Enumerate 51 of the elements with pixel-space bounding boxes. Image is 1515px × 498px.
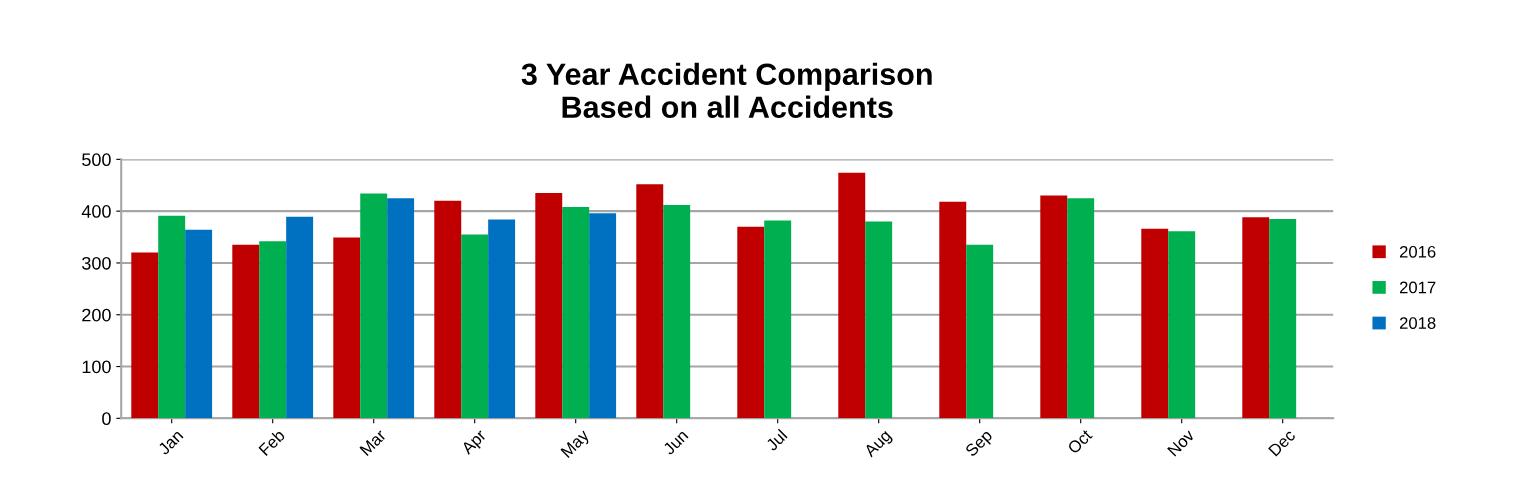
bar <box>764 220 792 419</box>
bar <box>488 219 516 419</box>
x-tick-label: May <box>560 428 593 461</box>
x-tick-label: Jan <box>157 429 184 456</box>
bar <box>1269 218 1297 419</box>
legend-label: 2017 <box>1399 281 1436 294</box>
bar <box>636 184 664 419</box>
x-tick-label: Apr <box>460 428 490 458</box>
x-tick-label: Dec <box>1268 428 1297 457</box>
bar <box>939 201 967 419</box>
bar <box>1168 231 1196 419</box>
bar <box>461 234 489 419</box>
bar <box>185 229 213 419</box>
bar <box>966 244 994 419</box>
bar <box>535 193 563 419</box>
bar <box>158 215 186 419</box>
y-tick-label: 200 <box>82 308 111 322</box>
y-tick-label: 100 <box>82 360 111 374</box>
bar <box>259 241 287 419</box>
bar <box>333 237 361 419</box>
x-tick-label: Oct <box>1066 428 1093 455</box>
bar <box>737 226 765 419</box>
bar <box>434 200 462 419</box>
bar <box>1067 198 1095 419</box>
bar <box>865 221 893 419</box>
bar <box>232 244 260 419</box>
chart-title: 3 Year Accident Comparison Based on all Accidents <box>521 62 932 118</box>
y-tick-label: 0 <box>102 412 111 426</box>
x-tick-label: Nov <box>1167 428 1196 457</box>
x-tick-label: Feb <box>258 428 286 457</box>
bar <box>1141 228 1169 419</box>
legend-label: 2016 <box>1399 245 1436 258</box>
y-tick-label: 500 <box>82 153 111 167</box>
bar <box>360 193 388 419</box>
bar <box>1242 217 1270 419</box>
y-tick-label: 300 <box>82 256 111 270</box>
x-tick-label: Sep <box>964 428 996 460</box>
legend-label: 2018 <box>1399 317 1436 329</box>
x-tick-label: Jul <box>764 428 788 452</box>
bar <box>838 172 866 419</box>
bar <box>1040 195 1068 419</box>
bar <box>387 198 415 419</box>
bar <box>131 252 159 419</box>
x-tick-label: Mar <box>359 428 387 457</box>
bar <box>589 213 617 419</box>
x-tick-label: Aug <box>863 429 894 460</box>
bar <box>663 204 691 419</box>
bar <box>286 216 314 419</box>
y-tick-label: 400 <box>81 205 111 218</box>
bar <box>562 207 590 419</box>
x-tick-label: Jun <box>662 429 689 456</box>
